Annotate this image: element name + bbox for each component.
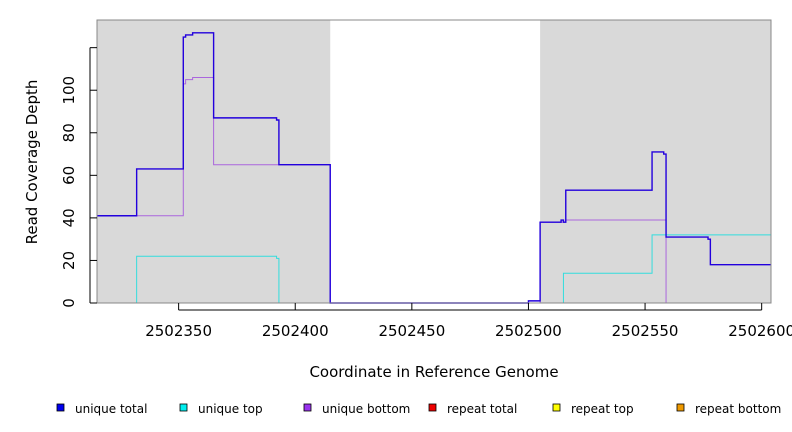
series-line-unique-total xyxy=(97,32,771,304)
legend-swatch xyxy=(303,403,312,412)
legend-label: repeat total xyxy=(447,402,517,416)
x-tick-label: 2502350 xyxy=(145,322,212,340)
series-line-unique-top xyxy=(97,234,771,304)
y-tick-label: 80 xyxy=(60,123,78,142)
legend-swatch xyxy=(428,403,437,412)
x-tick-label: 2502600 xyxy=(728,322,792,340)
x-axis-title: Coordinate in Reference Genome xyxy=(309,363,558,381)
shaded-region xyxy=(540,20,771,303)
y-tick-label: 0 xyxy=(60,298,78,308)
legend: unique total unique top unique bottom repea… xyxy=(56,402,781,416)
legend-label: unique top xyxy=(198,402,263,416)
legend-label: unique bottom xyxy=(322,402,410,416)
legend-label: repeat top xyxy=(571,402,634,416)
legend-swatch xyxy=(56,403,65,412)
x-tick-label: 2502450 xyxy=(378,322,445,340)
x-axis: 2502350 2502400 2502450 2502500 2502550 25026… xyxy=(145,303,792,340)
x-tick-label: 2502550 xyxy=(612,322,679,340)
shaded-regions xyxy=(97,20,771,303)
legend-swatch xyxy=(179,403,188,412)
x-tick-label: 2502500 xyxy=(495,322,562,340)
y-axis-title: Read Coverage Depth xyxy=(23,80,41,245)
legend-label: repeat bottom xyxy=(695,402,781,416)
y-tick-label: 20 xyxy=(60,251,78,270)
y-tick-label: 100 xyxy=(60,76,78,105)
y-tick-label: 60 xyxy=(60,166,78,185)
plot-frame xyxy=(96,19,772,304)
legend-swatch xyxy=(552,403,561,412)
legend-label: unique total xyxy=(75,402,147,416)
legend-swatch xyxy=(676,403,685,412)
x-tick-label: 2502400 xyxy=(262,322,329,340)
y-tick-label: 40 xyxy=(60,208,78,227)
y-axis: 0 20 40 60 80 100 xyxy=(60,47,97,308)
